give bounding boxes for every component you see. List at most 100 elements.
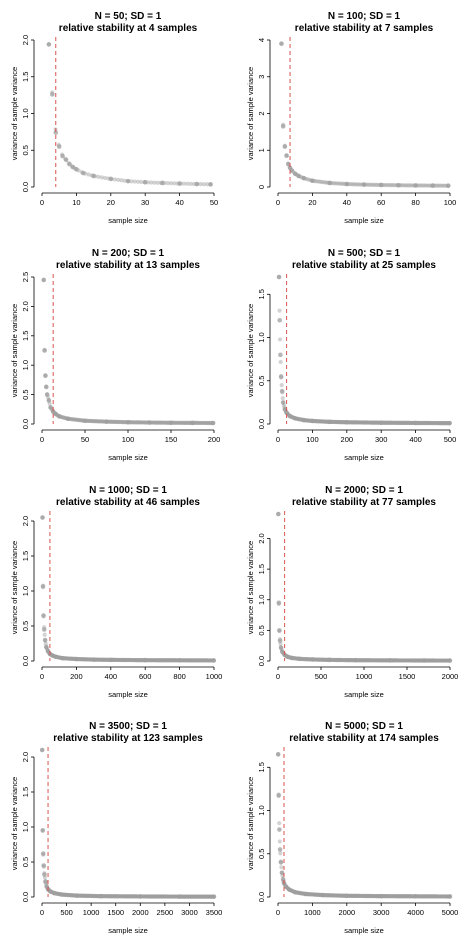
data-point: [430, 183, 436, 188]
trend-point: [208, 658, 213, 663]
trend-point: [405, 658, 410, 663]
trend-point: [411, 658, 416, 663]
trend-point: [162, 894, 167, 899]
trend-point: [400, 420, 405, 425]
trend-point: [131, 657, 136, 663]
trend-point: [384, 420, 389, 425]
trend-point: [368, 893, 373, 899]
trend-point: [437, 658, 442, 663]
data-point: [447, 658, 453, 663]
trend-point: [396, 420, 401, 425]
trend-point: [104, 657, 110, 662]
trend-point: [185, 894, 190, 899]
trend-point: [61, 415, 66, 420]
trend-point: [151, 420, 156, 425]
trend-point: [99, 419, 104, 424]
trend-point: [135, 658, 140, 663]
trend-point: [405, 183, 410, 188]
trend-point: [350, 893, 355, 898]
trend-point: [307, 892, 312, 897]
trend-point: [65, 656, 70, 661]
trend-point: [118, 894, 123, 899]
trend-point: [206, 420, 211, 426]
trend-point: [191, 894, 197, 899]
trend-point: [148, 658, 153, 663]
trend-point: [383, 182, 389, 188]
trend-point: [313, 892, 318, 897]
x-tick-label: 400: [409, 435, 422, 444]
trend-point: [316, 892, 321, 897]
trend-point: [147, 658, 153, 663]
trend-point: [181, 894, 186, 899]
trend-point: [435, 658, 441, 663]
trend-point: [338, 893, 343, 898]
trend-point: [355, 893, 360, 899]
trend-point: [329, 893, 334, 898]
data-point: [286, 161, 291, 167]
trend-point: [185, 658, 190, 663]
data-point: [46, 398, 52, 403]
trend-point: [153, 658, 158, 663]
trend-point: [98, 657, 103, 662]
trend-point: [102, 657, 107, 662]
trend-point: [156, 420, 161, 425]
x-axis-label: sample size: [344, 926, 384, 935]
trend-point: [190, 658, 195, 663]
trend-point: [436, 894, 441, 899]
trend-point: [150, 420, 155, 425]
trend-point: [150, 658, 155, 663]
trend-point: [418, 420, 423, 426]
trend-point: [204, 658, 209, 663]
trend-point: [375, 894, 380, 899]
trend-point: [67, 893, 72, 898]
trend-point: [324, 893, 329, 898]
x-tick-label: 500: [444, 435, 457, 444]
trend-point: [113, 657, 119, 663]
trend-point: [426, 894, 432, 899]
trend-point: [336, 893, 341, 898]
trend-point: [439, 420, 444, 426]
trend-point: [397, 894, 402, 899]
trend-point: [155, 658, 160, 663]
trend-point: [408, 894, 413, 899]
trend-point: [83, 657, 88, 662]
data-point: [74, 656, 79, 662]
trend-point: [326, 893, 331, 898]
trend-point: [367, 420, 373, 425]
trend-point: [129, 657, 134, 663]
trend-point: [154, 894, 159, 899]
trend-point: [118, 657, 124, 663]
data-point: [211, 658, 217, 663]
y-tick-label: 1.0: [21, 586, 30, 596]
trend-point: [97, 657, 103, 662]
trend-point: [334, 419, 339, 425]
panel-subtitle: relative stability at 4 samples: [59, 23, 198, 34]
trend-point: [93, 893, 98, 899]
trend-point: [204, 658, 209, 663]
trend-point: [369, 420, 374, 425]
trend-point: [156, 894, 162, 899]
data-point: [125, 419, 131, 425]
panel-subtitle: relative stability at 123 samples: [53, 733, 203, 744]
trend-point: [196, 420, 201, 426]
trend-point: [358, 893, 363, 899]
trend-point: [98, 419, 103, 424]
data-point: [91, 657, 96, 662]
trend-point: [347, 658, 352, 663]
trend-point: [348, 420, 353, 425]
trend-point: [153, 894, 158, 899]
trend-point: [82, 657, 87, 662]
trend-point: [388, 894, 393, 899]
trend-point: [88, 657, 93, 662]
trend-point: [404, 894, 409, 899]
trend-point: [189, 658, 194, 663]
trend-point: [190, 658, 195, 663]
trend-point: [78, 657, 83, 662]
trend-point: [203, 658, 208, 663]
trend-point: [432, 894, 437, 899]
trend-point: [368, 658, 373, 663]
trend-point: [194, 658, 199, 663]
x-tick-label: 2000: [442, 672, 459, 681]
trend-point: [167, 894, 172, 899]
